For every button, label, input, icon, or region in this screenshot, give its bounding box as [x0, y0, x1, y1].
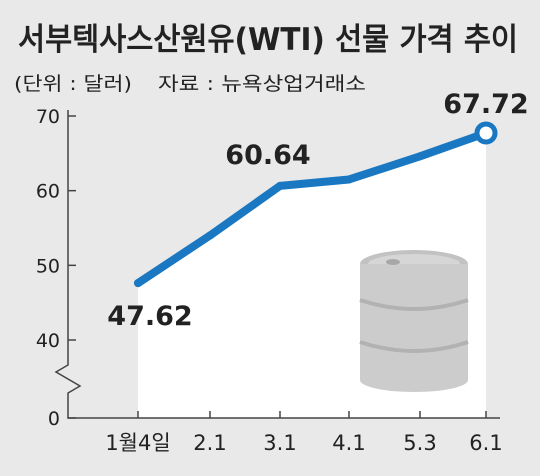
y-tick-label: 50	[36, 255, 60, 277]
unit-label: (단위 : 달러)	[14, 73, 132, 95]
data-point	[474, 121, 498, 145]
chart-title: 서부텍사스산원유(WTI) 선물 가격 추이	[18, 22, 518, 58]
data-label: 47.62	[107, 301, 192, 332]
data-point	[276, 181, 284, 190]
series-line	[134, 129, 490, 288]
x-tick-label: 5.3	[403, 431, 436, 455]
x-axis-ticks: 1월4일 2.1 3.1 4.1 5.3 6.1	[105, 411, 503, 455]
data-point	[416, 152, 424, 161]
oil-barrel-icon	[359, 250, 469, 392]
data-label: 67.72	[443, 89, 528, 120]
x-tick-label: 1월4일	[105, 431, 170, 455]
series-line-group	[134, 121, 498, 288]
x-tick-label: 3.1	[263, 431, 296, 455]
data-point	[134, 279, 142, 288]
y-tick-label: 60	[36, 181, 60, 203]
data-point	[206, 231, 214, 240]
y-axis-ticks: 70 60 50 40 0	[36, 106, 76, 430]
y-tick-label: 0	[48, 408, 60, 430]
data-point	[345, 175, 353, 184]
x-tick-label: 2.1	[193, 431, 226, 455]
y-tick-label: 40	[36, 330, 60, 352]
x-tick-label: 4.1	[332, 431, 365, 455]
source-label: 자료 : 뉴욕상업거래소	[158, 73, 366, 95]
data-label: 60.64	[225, 140, 310, 171]
data-labels: 47.62 60.64 67.72	[107, 89, 528, 332]
y-tick-label: 70	[36, 106, 60, 128]
x-tick-label: 6.1	[469, 431, 502, 455]
